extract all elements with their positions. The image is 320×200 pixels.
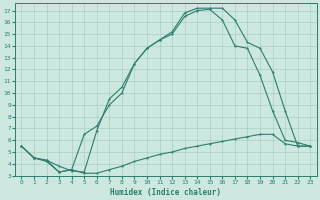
X-axis label: Humidex (Indice chaleur): Humidex (Indice chaleur) (110, 188, 221, 197)
